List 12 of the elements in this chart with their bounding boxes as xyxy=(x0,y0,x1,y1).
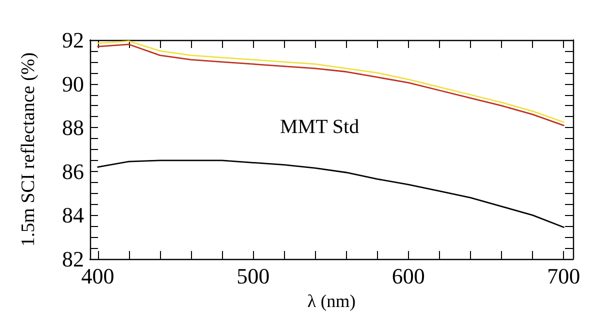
y-tick-label: 82 xyxy=(62,246,84,272)
y-tick-label: 88 xyxy=(62,115,84,140)
y-axis-title: 1.5m SCI reflectance (%) xyxy=(18,52,39,247)
y-tick-label: 84 xyxy=(62,202,84,228)
x-tick-label: 600 xyxy=(392,264,425,288)
y-tick-label: 92 xyxy=(62,28,84,52)
x-tick-label: 500 xyxy=(236,264,270,288)
y-tick-label: 90 xyxy=(62,71,84,96)
annotation: MMT Std xyxy=(280,116,360,138)
x-axis-title: λ (nm) xyxy=(307,290,356,311)
y-tick-label: 86 xyxy=(62,158,84,184)
x-tick-label: 700 xyxy=(547,264,580,288)
